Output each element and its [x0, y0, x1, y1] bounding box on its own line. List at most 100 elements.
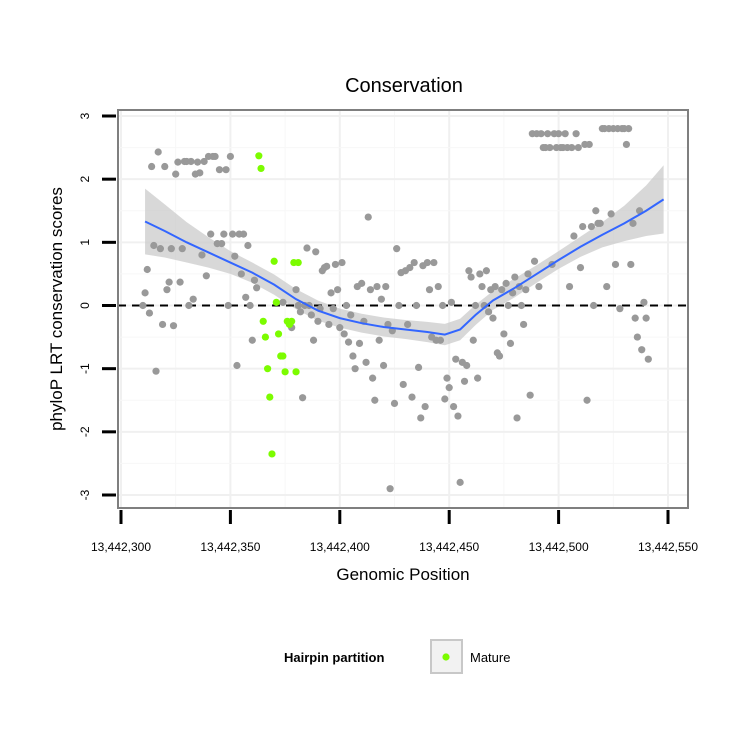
data-point-other: [574, 143, 582, 152]
data-point-other: [325, 320, 333, 329]
data-point-other: [631, 314, 639, 322]
data-point-other: [246, 301, 254, 310]
data-point-other: [309, 336, 318, 344]
data-point-mature: [281, 368, 289, 376]
data-point-other: [423, 258, 431, 267]
data-point-other: [196, 169, 204, 177]
x-axis-label: Genomic Position: [336, 565, 469, 584]
data-point-mature: [264, 365, 272, 373]
data-point-other: [454, 412, 462, 420]
data-point-other: [379, 361, 388, 370]
data-point-other: [233, 361, 241, 370]
y-tick-label: 1: [78, 239, 92, 246]
x-tick-label: 13,442,550: [638, 540, 698, 554]
data-point-other: [460, 377, 469, 385]
data-point-mature: [255, 152, 263, 160]
data-point-other: [570, 232, 578, 240]
data-point-other: [299, 394, 307, 402]
plot-panel: [118, 110, 688, 508]
data-point-other: [185, 301, 193, 310]
data-point-other: [524, 270, 532, 278]
data-point-other: [519, 320, 528, 329]
data-point-other: [436, 336, 445, 344]
data-point-other: [425, 286, 434, 294]
data-point-other: [611, 260, 620, 269]
data-point-other: [193, 158, 202, 166]
data-point-other: [226, 152, 234, 161]
data-point-other: [239, 230, 248, 238]
data-point-other: [579, 222, 587, 231]
data-point-other: [500, 330, 508, 338]
data-point-other: [145, 309, 154, 317]
data-point-other: [362, 358, 370, 366]
data-point-other: [474, 374, 482, 382]
data-point-other: [292, 286, 300, 294]
data-point-other: [445, 384, 453, 392]
data-point-other: [417, 414, 425, 422]
data-point-other: [596, 219, 604, 227]
confidence-ribbon: [145, 165, 664, 346]
data-point-other: [296, 308, 305, 316]
data-point-other: [242, 293, 250, 301]
x-tick-label: 13,442,450: [419, 540, 479, 554]
data-point-other: [410, 258, 418, 267]
data-point-other: [366, 286, 375, 294]
data-point-other: [152, 367, 160, 375]
data-point-other: [583, 396, 591, 404]
data-point-other: [158, 320, 167, 329]
data-point-other: [430, 258, 438, 267]
data-point-other: [633, 333, 641, 341]
data-point-other: [561, 130, 569, 138]
data-point-other: [443, 374, 451, 382]
data-point-other: [215, 166, 224, 174]
legend-key-mature: [442, 653, 450, 661]
data-point-other: [207, 230, 215, 238]
data-point-other: [228, 230, 237, 238]
data-point-mature: [294, 258, 302, 267]
data-point-other: [482, 267, 490, 275]
data-point-other: [172, 170, 180, 178]
data-point-other: [607, 210, 615, 218]
data-point-other: [312, 248, 320, 256]
data-point-other: [471, 301, 480, 310]
data-point-other: [592, 207, 600, 215]
data-point-mature: [266, 393, 274, 401]
data-point-other: [565, 282, 574, 291]
data-point-other: [572, 130, 580, 138]
data-point-other: [467, 273, 475, 281]
data-point-other: [244, 241, 252, 250]
data-point-other: [495, 352, 504, 360]
data-point-mature: [292, 368, 300, 376]
data-point-other: [506, 339, 515, 347]
data-point-other: [447, 298, 455, 306]
data-point-other: [222, 166, 230, 174]
data-point-other: [187, 157, 195, 166]
data-point-other: [189, 295, 197, 303]
data-point-other: [167, 245, 175, 253]
data-point-other: [200, 157, 208, 166]
data-point-other: [395, 301, 403, 310]
data-point-other: [323, 262, 331, 270]
y-tick-label: 3: [78, 112, 92, 119]
data-point-other: [638, 346, 646, 354]
data-point-other: [307, 311, 315, 319]
y-tick-label: -2: [78, 426, 92, 437]
data-point-other: [522, 286, 530, 294]
data-point-other: [576, 264, 585, 272]
x-axis: 13,442,300 13,442,350 13,442,400 13,442,450…: [91, 510, 698, 554]
data-point-other: [399, 380, 407, 389]
data-point-other: [642, 314, 650, 322]
data-point-other: [537, 130, 545, 138]
data-point-other: [489, 314, 497, 322]
data-point-other: [334, 286, 342, 294]
y-tick-label: -1: [78, 363, 92, 374]
data-point-other: [439, 301, 447, 310]
data-point-other: [412, 301, 420, 310]
data-point-other: [546, 143, 554, 152]
data-point-other: [148, 162, 156, 171]
data-point-other: [342, 301, 350, 310]
data-point-other: [351, 365, 359, 373]
data-point-other: [369, 374, 377, 382]
data-point-other: [414, 363, 423, 371]
